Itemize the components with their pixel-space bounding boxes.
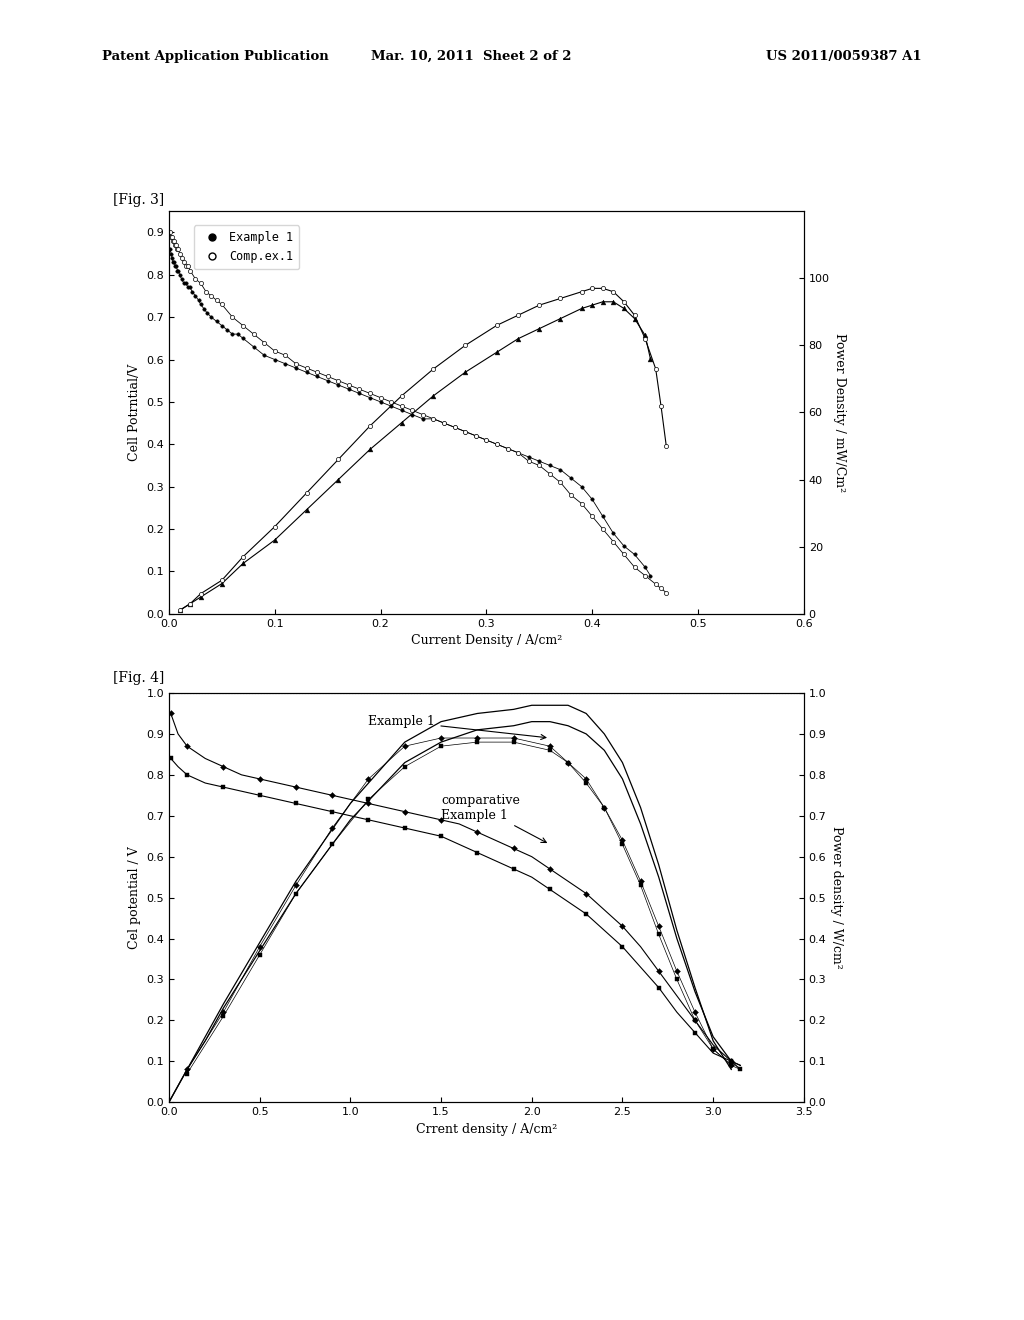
Y-axis label: Cel potential / V: Cel potential / V [128, 846, 140, 949]
Text: US 2011/0059387 A1: US 2011/0059387 A1 [766, 50, 922, 63]
Text: [Fig. 3]: [Fig. 3] [113, 193, 164, 207]
Text: Mar. 10, 2011  Sheet 2 of 2: Mar. 10, 2011 Sheet 2 of 2 [371, 50, 571, 63]
X-axis label: Current Density / A/cm²: Current Density / A/cm² [411, 634, 562, 647]
Y-axis label: Power density / W/cm²: Power density / W/cm² [830, 826, 843, 969]
Text: Patent Application Publication: Patent Application Publication [102, 50, 329, 63]
X-axis label: Crrent density / A/cm²: Crrent density / A/cm² [416, 1122, 557, 1135]
Text: [Fig. 4]: [Fig. 4] [113, 671, 164, 685]
Text: comparative
Example 1: comparative Example 1 [441, 793, 547, 842]
Y-axis label: Cell Potrntial/V: Cell Potrntial/V [128, 364, 140, 461]
Y-axis label: Power Density / mW/Cm²: Power Density / mW/Cm² [834, 333, 847, 492]
Legend: Example 1, Comp.ex.1: Example 1, Comp.ex.1 [194, 226, 299, 269]
Text: Example 1: Example 1 [369, 715, 546, 739]
